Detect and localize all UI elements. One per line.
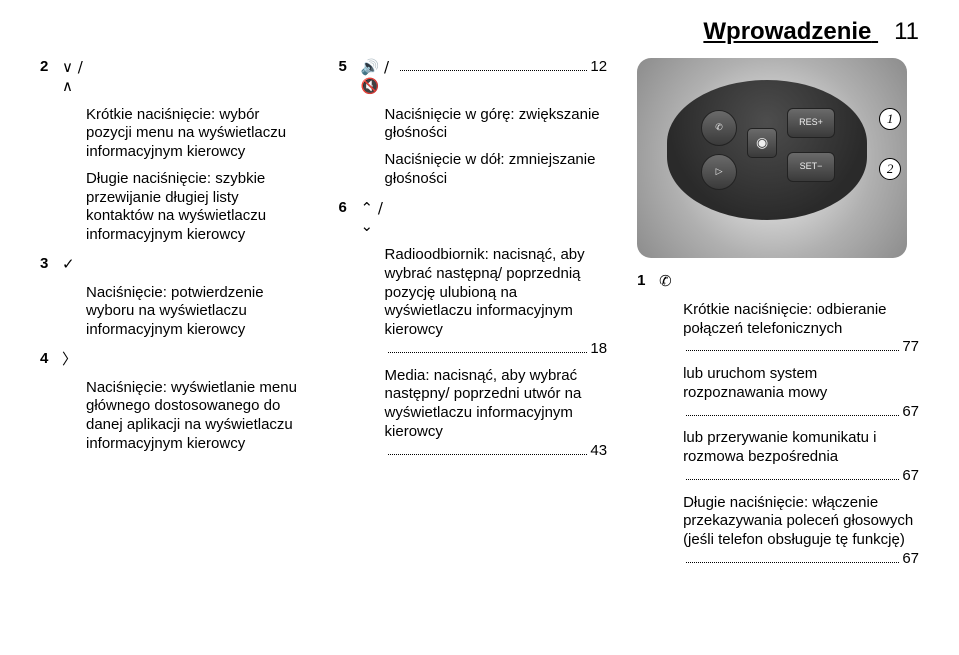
toc-page: 67 <box>902 403 919 422</box>
item-4: 4 〉 <box>40 350 309 369</box>
manual-page: Wprowadzenie 11 2 ∨ / ∧ Krótkie naciśnię… <box>0 0 959 655</box>
toc-page: 67 <box>902 550 919 569</box>
round-button-1: ✆ <box>701 110 737 146</box>
steering-wheel-figure: RES+ SET− ✆ ▷ ◉ 1 2 <box>637 58 907 258</box>
item-5-text-2: Naciśnięcie w dół: zmniejszanie głośnośc… <box>385 151 608 189</box>
toc-page: 43 <box>590 442 607 461</box>
callout-1: 1 <box>879 108 901 130</box>
page-header: Wprowadzenie 11 <box>40 18 919 46</box>
column-3: RES+ SET− ✆ ▷ ◉ 1 2 1 ✆ Krótkie naciśnię… <box>637 58 919 569</box>
item-6: 6 ⌃ / ⌄ <box>339 199 608 237</box>
item-3: 3 ✓ <box>40 255 309 274</box>
column-1: 2 ∨ / ∧ Krótkie naciśnięcie: wybór pozyc… <box>40 58 309 569</box>
item-number: 1 <box>637 272 659 291</box>
item-number: 2 <box>40 58 62 96</box>
columns: 2 ∨ / ∧ Krótkie naciśnięcie: wybór pozyc… <box>40 58 919 569</box>
round-button-2: ▷ <box>701 154 737 190</box>
toc-page: 77 <box>902 338 919 357</box>
res-button: RES+ <box>787 108 835 138</box>
toc-page: 18 <box>590 340 607 359</box>
item-3-text: Naciśnięcie: potwierdzenie wyboru na wyś… <box>86 284 309 340</box>
item-5: 5 🔊 / 🔇 12 <box>339 58 608 96</box>
item-2: 2 ∨ / ∧ <box>40 58 309 96</box>
item-number: 3 <box>40 255 62 274</box>
page-number: 11 <box>894 18 919 46</box>
seek-icon: ⌃ / ⌄ <box>361 199 397 237</box>
center-button: ◉ <box>747 128 777 158</box>
chevron-right-icon: 〉 <box>62 350 98 369</box>
item-5-text-1: Naciśnięcie w górę: zwiększanie głośnośc… <box>385 106 608 144</box>
section-title: Wprowadzenie <box>703 18 871 45</box>
phone-icon: ✆ <box>659 272 695 291</box>
item-1-text-4: Długie naciśnięcie: włączenie przekazywa… <box>683 494 919 569</box>
item-number: 5 <box>339 58 361 96</box>
set-button: SET− <box>787 152 835 182</box>
item-1-text-3: lub przerywanie komunikatu i rozmowa bez… <box>683 429 919 485</box>
item-2-text-1: Krótkie naciśnięcie: wybór pozycji menu … <box>86 106 309 162</box>
item-1-text-1: Krótkie naciśnięcie: odbieranie połączeń… <box>683 301 919 357</box>
item-6-text-1: Radioodbiornik: nacisnąć, aby wybrać nas… <box>385 246 608 359</box>
item-6-text-2: Media: nacisnąć, aby wybrać następny/ po… <box>385 367 608 461</box>
item-1-text-2: lub uruchom system rozpoznawania mowy 67 <box>683 365 919 421</box>
item-2-text-2: Długie naciśnięcie: szybkie przewijanie … <box>86 170 309 245</box>
item-1-phone: 1 ✆ <box>637 272 919 291</box>
volume-icon: 🔊 / 🔇 <box>361 58 397 96</box>
toc-page: 67 <box>902 467 919 486</box>
item-number: 4 <box>40 350 62 369</box>
up-down-icon: ∨ / ∧ <box>62 58 98 96</box>
column-2: 5 🔊 / 🔇 12 Naciśnięcie w górę: zwiększan… <box>339 58 608 569</box>
item-5-toc: 12 <box>397 58 608 96</box>
toc-page: 12 <box>590 58 607 77</box>
check-icon: ✓ <box>62 255 98 274</box>
callout-2: 2 <box>879 158 901 180</box>
item-number: 6 <box>339 199 361 237</box>
item-4-text: Naciśnięcie: wyświetlanie menu głównego … <box>86 379 309 454</box>
